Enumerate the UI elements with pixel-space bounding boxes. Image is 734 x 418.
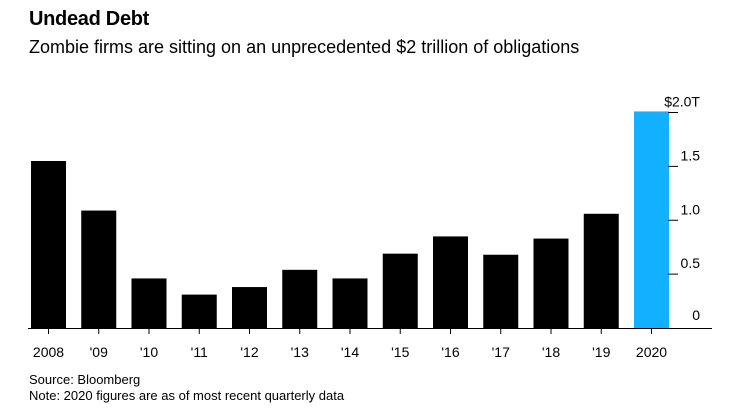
x-tick-label: 2008 [33, 344, 64, 360]
footnote: Note: 2020 figures are as of most recent… [29, 388, 345, 403]
bar-14 [332, 278, 368, 328]
chart-subtitle: Zombie firms are sitting on an unprecede… [29, 37, 580, 57]
x-tick-label: '16 [441, 344, 459, 360]
bar-12 [232, 287, 267, 328]
y-tick-label: 1.5 [681, 147, 701, 163]
x-tick-label: '15 [391, 344, 409, 360]
x-tick-label: '11 [191, 344, 208, 360]
y-tick-label: 1.0 [681, 201, 701, 217]
x-tick-label: 2020 [636, 344, 667, 360]
x-tick-label: '19 [592, 344, 610, 360]
chart-title: Undead Debt [29, 8, 150, 30]
bar-09 [81, 210, 117, 328]
bar-13 [282, 269, 318, 328]
x-tick-label: '10 [140, 344, 158, 360]
bar-10 [131, 278, 167, 328]
x-tick-label: '13 [291, 344, 309, 360]
bar-18 [533, 238, 569, 328]
bar-2020 [634, 111, 669, 328]
x-tick-label: '09 [90, 344, 108, 360]
bar-17 [483, 254, 519, 328]
y-tick-label: 0.5 [681, 255, 701, 271]
x-tick-label: '17 [492, 344, 510, 360]
x-tick-label: '12 [240, 344, 258, 360]
bar-11 [181, 294, 217, 328]
x-axis: 2008 '09 '10 '11 '12 '13 '14 '15 '16 '17 '18 '19 202… [33, 328, 667, 360]
y-tick-label: 0 [692, 307, 700, 323]
bar-15 [382, 253, 418, 328]
y-tick-label: $2.0T [664, 94, 700, 110]
bar-16 [433, 236, 468, 328]
bar-2008 [31, 160, 66, 328]
bars-group [31, 111, 669, 328]
x-tick-label: '18 [542, 344, 560, 360]
y-axis: 0 0.5 1.0 1.5 $2.0T [664, 94, 700, 324]
bar-19 [583, 213, 619, 328]
source-note: Source: Bloomberg [29, 372, 141, 387]
x-tick-label: '14 [341, 344, 359, 360]
